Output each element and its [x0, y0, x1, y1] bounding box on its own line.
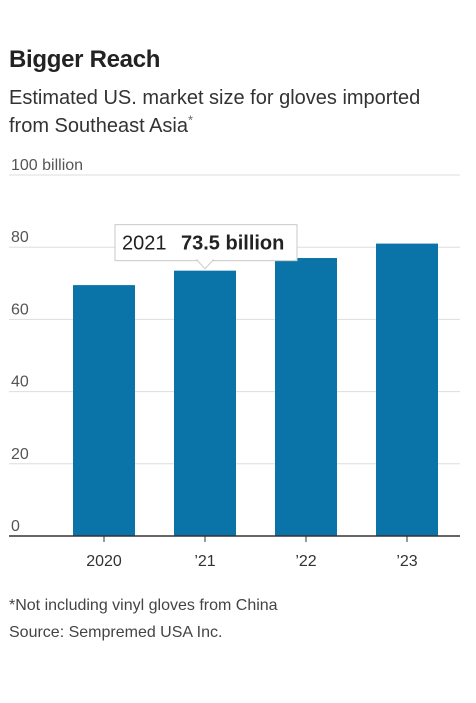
tooltip-pointer: [195, 259, 215, 270]
bar: [73, 285, 135, 536]
y-axis-labels: 0 20 40 60 80 100 billion: [11, 157, 83, 535]
x-tick-label: ’21: [194, 553, 215, 570]
x-tick-label: ’22: [295, 553, 316, 570]
x-tick-label: 2020: [86, 553, 122, 570]
bar-chart: 0 20 40 60 80 100 billion 2020 ’21 ’22 ’23 2021 7…: [9, 157, 460, 570]
bars: [73, 243, 438, 536]
subtitle-text: Estimated US. market size for gloves imp…: [9, 87, 421, 137]
source-note: Source: Sempremed USA Inc.: [9, 624, 223, 641]
bar: [174, 270, 236, 536]
y-tick-label: 100 billion: [11, 157, 83, 174]
tooltip-value: 73.5 billion: [181, 233, 284, 255]
y-tick-label: 60: [11, 301, 29, 318]
chart-subtitle: Estimated US. market size for gloves imp…: [9, 84, 449, 140]
footnote: *Not including vinyl gloves from China: [9, 597, 278, 614]
y-tick-label: 40: [11, 374, 29, 391]
y-tick-label: 80: [11, 229, 29, 246]
chart-title: Bigger Reach: [9, 46, 161, 73]
value-tooltip: 2021 73.5 billion: [114, 224, 298, 270]
y-tick-label: 20: [11, 446, 29, 463]
x-axis-labels: 2020 ’21 ’22 ’23: [86, 536, 418, 570]
bar: [376, 243, 438, 536]
bar: [275, 258, 337, 536]
subtitle-asterisk: *: [187, 112, 194, 128]
x-tick-label: ’23: [396, 553, 417, 570]
tooltip-box: [114, 224, 298, 262]
tooltip-year: 2021: [122, 233, 167, 255]
y-tick-label: 0: [11, 518, 20, 535]
